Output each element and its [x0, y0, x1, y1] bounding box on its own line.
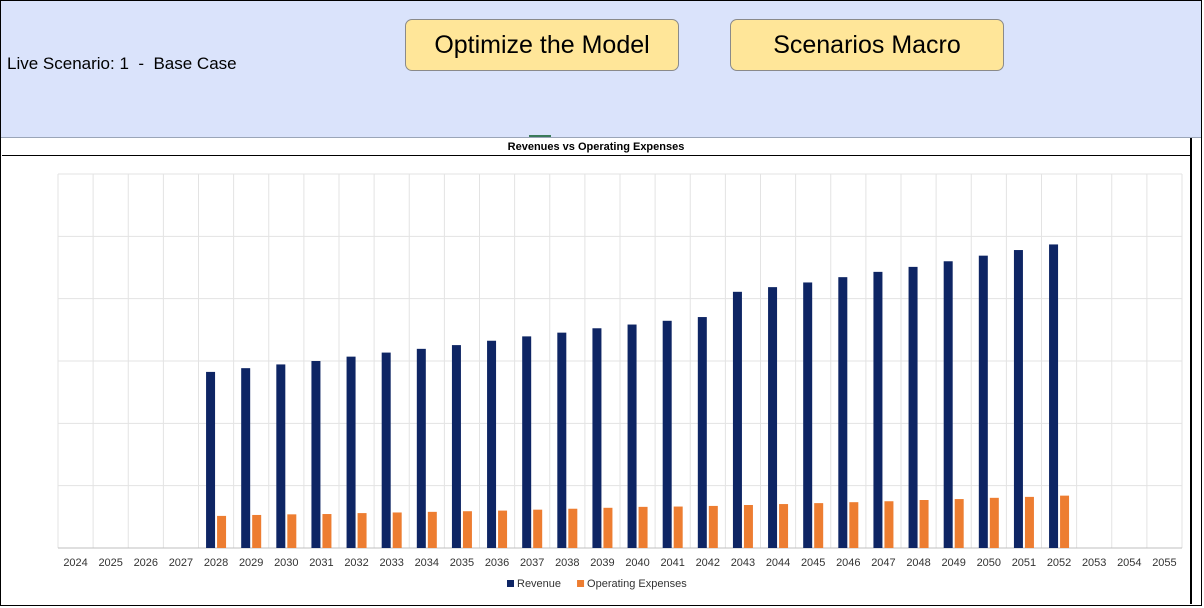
- legend-label-revenue: Revenue: [517, 578, 561, 590]
- operating-expenses-bar: [673, 506, 683, 548]
- operating-expenses-bar: [743, 504, 753, 548]
- revenue-bar: [311, 361, 321, 548]
- revenue-bar: [697, 317, 707, 548]
- operating-expenses-bar: [462, 511, 472, 548]
- x-tick-label: 2038: [555, 557, 579, 569]
- operating-expenses-bar: [322, 514, 332, 548]
- x-tick-label: 2035: [450, 557, 474, 569]
- operating-expenses-bar: [884, 501, 894, 548]
- operating-expenses-bar: [1024, 496, 1034, 548]
- operating-expenses-bar: [252, 514, 262, 548]
- revenue-bar: [276, 364, 286, 548]
- revenue-bar: [206, 371, 216, 548]
- x-tick-label: 2045: [801, 557, 825, 569]
- x-tick-label: 2049: [941, 557, 965, 569]
- x-tick-label: 2051: [1012, 557, 1036, 569]
- x-tick-label: 2030: [274, 557, 298, 569]
- revenue-bar: [732, 291, 742, 548]
- x-tick-label: 2052: [1047, 557, 1071, 569]
- x-tick-label: 2036: [485, 557, 509, 569]
- optimize-model-button[interactable]: Optimize the Model: [405, 19, 679, 71]
- x-tick-label: 2026: [134, 557, 158, 569]
- revenue-bar: [346, 356, 356, 548]
- selection-marker: [529, 135, 551, 137]
- operating-expenses-bar: [533, 509, 543, 548]
- x-tick-label: 2032: [344, 557, 368, 569]
- chart-title-bar: Revenues vs Operating Expenses: [2, 138, 1190, 156]
- revenue-bar: [487, 340, 497, 548]
- x-tick-label: 2040: [625, 557, 649, 569]
- x-tick-label: 2025: [98, 557, 122, 569]
- panel-divider: [1, 137, 1201, 138]
- x-tick-label: 2043: [731, 557, 755, 569]
- operating-expenses-bar: [392, 512, 402, 548]
- revenue-bar: [557, 332, 567, 548]
- operating-expenses-bar: [427, 511, 437, 548]
- x-tick-label: 2055: [1152, 557, 1176, 569]
- revenue-bar: [908, 266, 918, 548]
- operating-expenses-bar: [498, 510, 508, 548]
- x-tick-label: 2048: [906, 557, 930, 569]
- x-tick-label: 2050: [977, 557, 1001, 569]
- revenue-bar: [416, 348, 426, 548]
- revenue-bar: [522, 336, 532, 548]
- revenue-bar: [1049, 244, 1059, 548]
- operating-expenses-bar: [849, 502, 859, 548]
- operating-expenses-bar: [779, 504, 789, 548]
- operating-expenses-bar: [287, 514, 297, 548]
- revenue-bar: [381, 352, 391, 548]
- revenue-bar: [662, 320, 672, 548]
- x-tick-label: 2053: [1082, 557, 1106, 569]
- operating-expenses-bar: [217, 515, 227, 548]
- x-tick-label: 2033: [379, 557, 403, 569]
- legend-label-operating-expenses: Operating Expenses: [587, 578, 687, 590]
- x-tick-label: 2041: [660, 557, 684, 569]
- revenue-bar: [592, 328, 602, 548]
- x-tick-label: 2024: [63, 557, 87, 569]
- revenue-bar: [451, 345, 461, 548]
- x-tick-label: 2027: [169, 557, 193, 569]
- operating-expenses-bar: [603, 507, 613, 548]
- operating-expenses-bar: [989, 497, 999, 548]
- scenarios-macro-button[interactable]: Scenarios Macro: [730, 19, 1004, 71]
- x-tick-label: 2028: [204, 557, 228, 569]
- revenue-bar: [1013, 250, 1023, 548]
- operating-expenses-bar: [814, 503, 824, 548]
- operating-expenses-bar: [919, 500, 929, 548]
- chart-container: Revenues vs Operating Expenses 2024 2025 2…: [2, 138, 1192, 604]
- revenue-bar: [241, 368, 251, 548]
- operating-expenses-bar: [638, 506, 648, 548]
- operating-expenses-bar: [954, 499, 964, 548]
- revenue-bar: [873, 271, 883, 548]
- x-tick-label: 2037: [520, 557, 544, 569]
- operating-expenses-bar: [357, 513, 367, 548]
- x-tick-label: 2034: [415, 557, 439, 569]
- chart-title: Revenues vs Operating Expenses: [507, 140, 685, 153]
- bar-chart: 2024 2025 2026 2027 2028 2029 2030 2031 2032 2033…: [57, 173, 1183, 590]
- live-scenario-label: Live Scenario: 1 - Base Case: [7, 54, 237, 73]
- control-panel: Live Scenario: 1 - Base Case Optimize th…: [1, 1, 1201, 137]
- operating-expenses-bar: [1060, 495, 1070, 548]
- x-tick-label: 2039: [590, 557, 614, 569]
- legend-swatch-operating-expenses: [577, 580, 585, 587]
- operating-expenses-bar: [708, 505, 718, 548]
- x-tick-label: 2031: [309, 557, 333, 569]
- x-tick-label: 2044: [766, 557, 790, 569]
- revenue-bar: [978, 255, 988, 548]
- revenue-bar: [943, 261, 953, 548]
- revenue-bar: [803, 282, 813, 548]
- operating-expenses-bar: [568, 508, 578, 548]
- x-tick-label: 2046: [836, 557, 860, 569]
- x-tick-label: 2042: [696, 557, 720, 569]
- x-tick-label: 2047: [871, 557, 895, 569]
- revenue-bar: [627, 324, 637, 548]
- revenue-bar: [838, 277, 848, 548]
- legend-swatch-revenue: [507, 580, 514, 587]
- x-tick-label: 2029: [239, 557, 263, 569]
- revenue-bar: [768, 287, 778, 548]
- x-tick-label: 2054: [1117, 557, 1141, 569]
